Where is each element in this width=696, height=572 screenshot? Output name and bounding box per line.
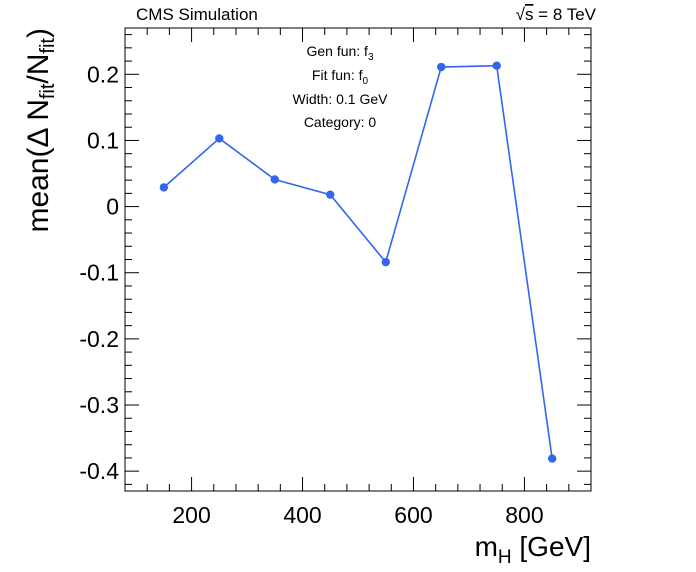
y-axis-label: mean(Δ Nfit/Nfit) — [22, 28, 59, 233]
data-point — [159, 183, 169, 192]
info-category: Category: 0 — [304, 114, 377, 130]
x-axis-label-sub: H — [498, 547, 512, 568]
series-line — [163, 64, 553, 459]
info-gen: Gen fun: f3 — [306, 43, 373, 63]
data-point — [270, 175, 279, 184]
y-tick-label: -0.4 — [79, 458, 119, 484]
y-tick-label: -0.3 — [79, 392, 119, 418]
y-tick-label: 0 — [106, 194, 119, 220]
info-width: Width: 0.1 GeV — [293, 91, 389, 107]
header-rest: = 8 TeV — [533, 5, 596, 24]
data-point — [381, 257, 390, 267]
x-tick-label: 400 — [283, 502, 321, 528]
x-tick-label: 800 — [505, 502, 543, 528]
series-points — [159, 61, 557, 463]
x-axis-label-unit: [GeV] — [512, 531, 591, 562]
data-point — [437, 62, 446, 72]
header-sqrt-sign: √ — [516, 5, 526, 24]
data-point — [492, 61, 501, 70]
x-tick-labels: 200 400 600 800 — [172, 502, 543, 528]
header-left: CMS Simulation — [136, 5, 258, 24]
header-right: √s = 8 TeV — [516, 5, 597, 24]
x-tick-label: 200 — [172, 502, 210, 528]
y-tick-labels: 0.2 0.1 0 -0.1 -0.2 -0.3 -0.4 — [79, 61, 119, 484]
info-gen-sub: 3 — [368, 52, 374, 63]
info-gen-text: Gen fun: f — [306, 43, 368, 59]
x-axis-label: mH [GeV] — [475, 531, 591, 568]
y-tick-label: -0.1 — [79, 260, 119, 286]
y-axis-label-mid: /N — [22, 54, 55, 84]
info-fit-sub: 0 — [363, 76, 369, 87]
info-fit: Fit fun: f0 — [312, 67, 369, 87]
info-box: Gen fun: f3 Fit fun: f0 Width: 0.1 GeV C… — [293, 43, 389, 130]
y-tick-label: -0.2 — [79, 326, 119, 352]
x-axis-label-main: m — [475, 531, 498, 562]
data-point — [326, 190, 335, 199]
data-point — [547, 454, 557, 463]
y-axis-label-sub2: fit — [37, 38, 59, 54]
y-tick-label: 0.2 — [87, 61, 119, 87]
y-axis-label-sub1: fit — [37, 83, 59, 99]
y-tick-label: 0.1 — [87, 127, 119, 153]
axis-ticks — [124, 28, 592, 491]
y-axis-label-post: ) — [22, 28, 55, 38]
header-s: s — [525, 5, 534, 24]
y-axis-label-pre: mean(Δ N — [22, 99, 55, 232]
x-tick-label: 600 — [394, 502, 432, 528]
data-point — [215, 134, 224, 143]
info-fit-text: Fit fun: f — [312, 67, 363, 83]
